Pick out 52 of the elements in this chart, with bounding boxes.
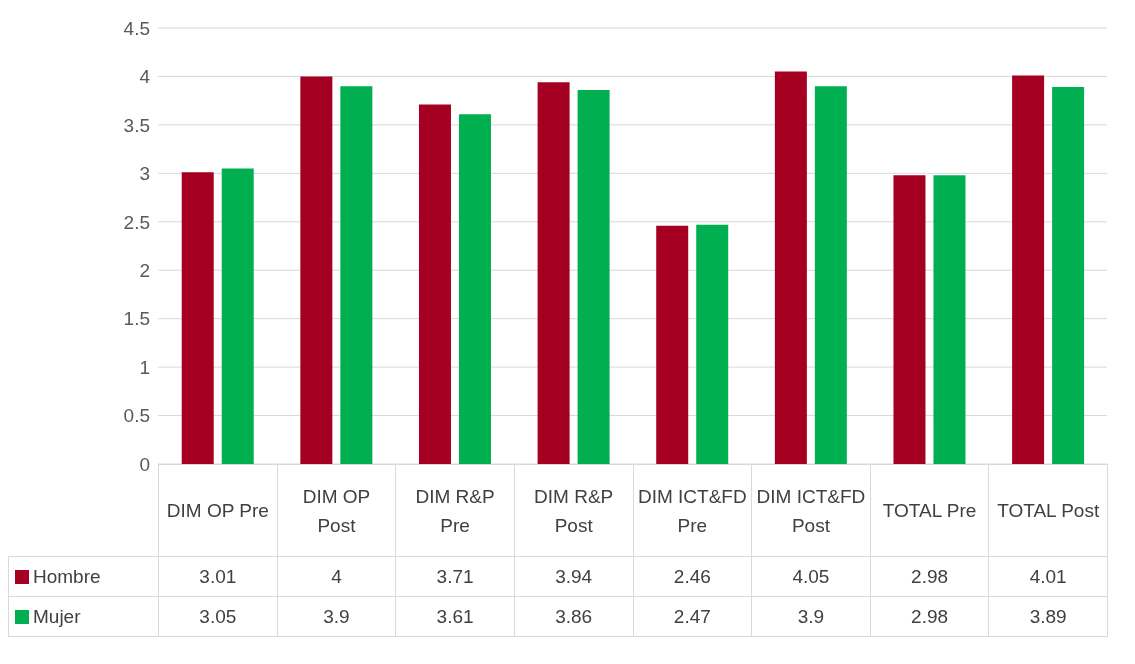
bar (933, 175, 966, 464)
bar (656, 225, 689, 464)
data-label: 3.61 (395, 596, 515, 637)
data-label: 2.98 (870, 596, 989, 637)
data-label: 2.46 (633, 556, 752, 597)
bar (774, 71, 807, 464)
x-tick-label: DIM OP Post (277, 464, 396, 557)
bar (458, 114, 491, 464)
x-tick-label: DIM ICT&FD Post (751, 464, 871, 557)
bar (696, 224, 729, 464)
legend-label: Mujer (33, 605, 81, 627)
data-label: 4 (277, 556, 396, 597)
y-tick-label: 2 (139, 259, 150, 281)
bar (1012, 75, 1045, 464)
bar (418, 104, 451, 464)
data-label: 3.01 (158, 556, 278, 597)
bar (814, 86, 847, 464)
data-label: 3.71 (395, 556, 515, 597)
data-label: 3.9 (277, 596, 396, 637)
data-label: 3.89 (988, 596, 1108, 637)
bar (181, 172, 214, 464)
bar (577, 90, 610, 464)
data-label: 2.98 (870, 556, 989, 597)
bar (537, 82, 570, 464)
x-tick-label: DIM R&P Post (514, 464, 633, 557)
data-label: 4.01 (988, 556, 1108, 597)
y-tick-label: 0 (139, 453, 150, 475)
x-tick-label: DIM ICT&FD Pre (633, 464, 752, 557)
legend-label: Hombre (33, 565, 101, 587)
data-label: 4.05 (751, 556, 871, 597)
x-tick-label: DIM R&P Pre (395, 464, 515, 557)
y-tick-label: 4 (139, 66, 151, 88)
x-tick-label: TOTAL Post (988, 464, 1108, 557)
bar (893, 175, 926, 464)
x-tick-label: TOTAL Pre (870, 464, 989, 557)
y-tick-label: 3 (139, 163, 150, 185)
bar (300, 76, 333, 464)
data-label: 3.94 (514, 556, 633, 597)
data-label: 3.9 (751, 596, 871, 637)
bar (340, 86, 373, 464)
data-label: 3.86 (514, 596, 633, 637)
y-tick-label: 4.5 (123, 17, 150, 39)
data-label: 2.47 (633, 596, 752, 637)
y-tick-label: 0.5 (123, 405, 150, 427)
x-tick-label: DIM OP Pre (158, 464, 278, 557)
y-tick-label: 2.5 (123, 211, 150, 233)
y-tick-label: 1 (139, 356, 150, 378)
y-tick-label: 3.5 (123, 114, 150, 136)
y-tick-label: 1.5 (123, 308, 150, 330)
data-label: 3.05 (158, 596, 278, 637)
bar (221, 168, 254, 464)
bar (1052, 87, 1085, 464)
